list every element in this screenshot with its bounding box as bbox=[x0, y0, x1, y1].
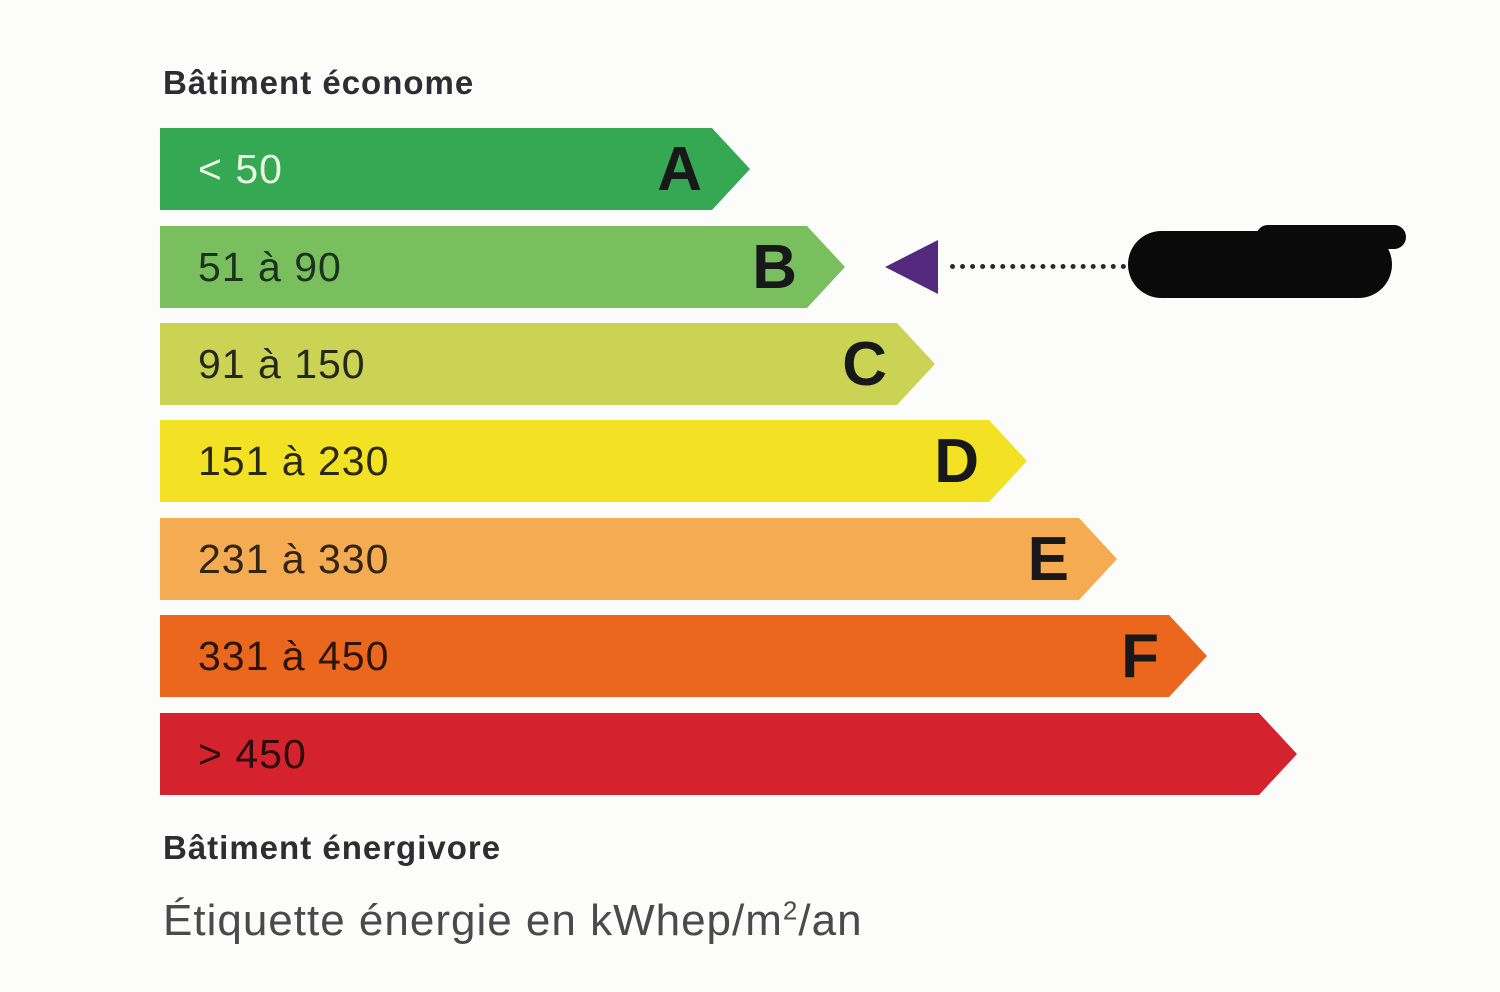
caption-suffix: /an bbox=[798, 896, 863, 945]
range-label: 231 à 330 bbox=[198, 536, 390, 582]
range-label: 151 à 230 bbox=[198, 438, 390, 484]
energy-label-caption: Étiquette énergie en kWhep/m2/an bbox=[163, 896, 863, 946]
range-label: 51 à 90 bbox=[198, 244, 342, 290]
energy-bar-B: 51 à 90 B bbox=[160, 226, 845, 308]
redacted-value-blob bbox=[1128, 225, 1406, 298]
economical-building-label: Bâtiment économe bbox=[163, 64, 475, 101]
grade-letter: D bbox=[934, 427, 979, 496]
range-label: < 50 bbox=[198, 146, 283, 192]
energy-bar-F: 331 à 450 F bbox=[160, 615, 1207, 697]
range-label: > 450 bbox=[198, 731, 307, 777]
range-label: 331 à 450 bbox=[198, 633, 390, 679]
energy-bar-G: > 450 bbox=[160, 713, 1297, 795]
dotted-leader-line bbox=[950, 264, 1126, 269]
grade-letter: E bbox=[1027, 525, 1069, 594]
grade-letter: A bbox=[657, 135, 702, 204]
energy-bar-C: 91 à 150 C bbox=[160, 323, 935, 405]
redacted-value-blob-bump bbox=[1256, 225, 1406, 249]
energy-bar-D: 151 à 230 D bbox=[160, 420, 1027, 502]
grade-letter: C bbox=[842, 330, 887, 399]
grade-letter: F bbox=[1121, 622, 1159, 691]
grade-letter: B bbox=[752, 233, 797, 302]
class-b-pointer-arrow-icon bbox=[885, 240, 938, 294]
energy-intensive-building-label: Bâtiment énergivore bbox=[163, 829, 502, 866]
energy-bar-A: < 50 A bbox=[160, 128, 750, 210]
range-label: 91 à 150 bbox=[198, 341, 366, 387]
energy-bar-E: 231 à 330 E bbox=[160, 518, 1117, 600]
caption-prefix: Étiquette énergie en kWhep/m bbox=[163, 896, 783, 945]
caption-superscript: 2 bbox=[782, 895, 799, 926]
